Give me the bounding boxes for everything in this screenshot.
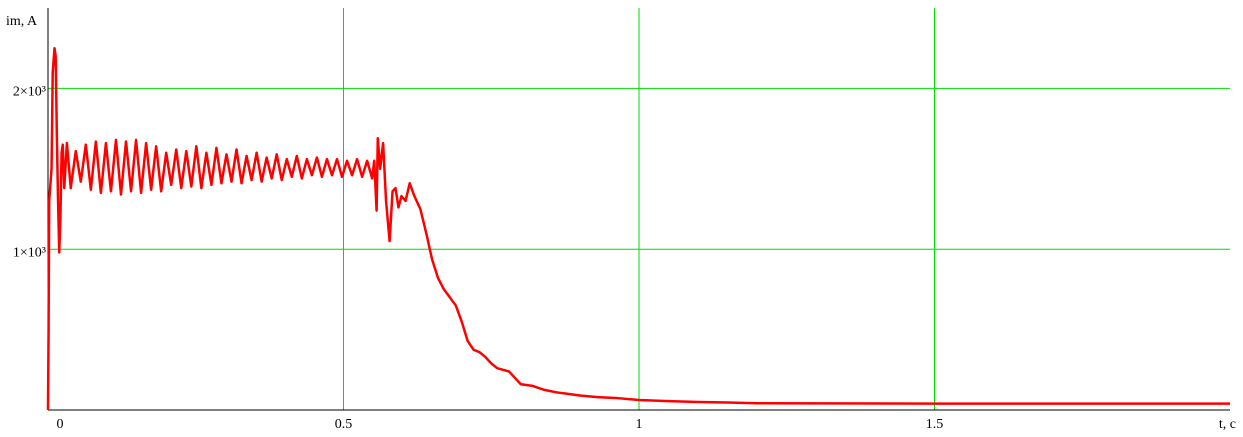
data-line — [46, 46, 1230, 411]
x-axis-label: t, c — [1219, 417, 1236, 432]
x-tick-label: 1 — [636, 417, 643, 432]
y-axis-label: im, A — [6, 14, 38, 29]
y-tick-label: 2×10³ — [13, 85, 46, 100]
x-tick-label: 0 — [57, 417, 64, 432]
x-tick-label: 1.5 — [926, 417, 944, 432]
y-tick-label: 1×10³ — [13, 245, 46, 260]
x-tick-label: 0.5 — [335, 417, 353, 432]
